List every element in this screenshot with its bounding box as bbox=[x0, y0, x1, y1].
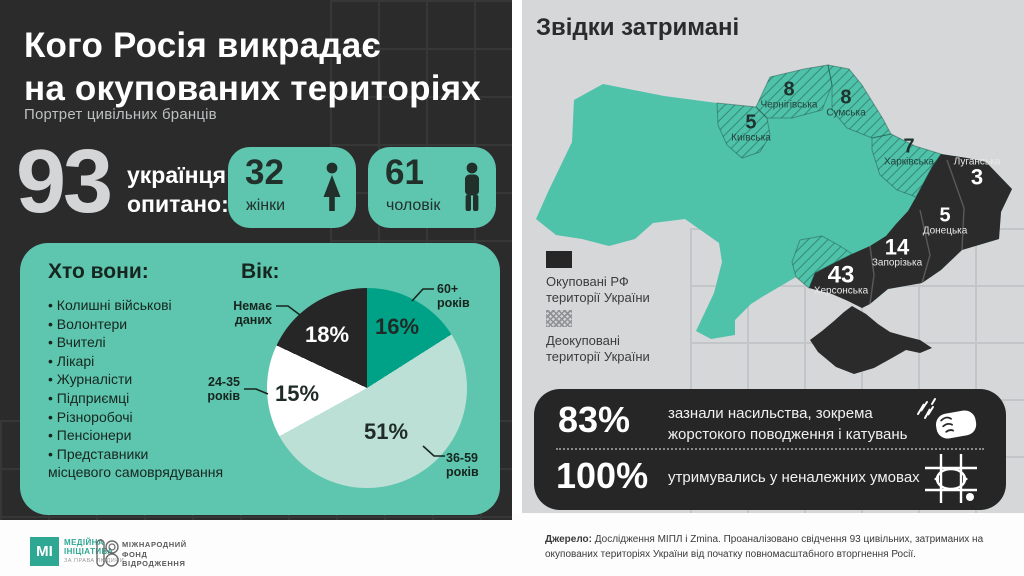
region-label-kharkivska: 7 Харківська bbox=[884, 135, 934, 168]
region-label-zaporizka: 14 Запорізька bbox=[871, 234, 923, 269]
mi-logo: МІ bbox=[30, 537, 59, 566]
page-subtitle: Портрет цивільних бранців bbox=[24, 106, 217, 123]
who-list-item: Представники bbox=[48, 445, 253, 464]
who-age-card: Хто вони: Вік: Колишні військовіВолонтер… bbox=[20, 243, 500, 515]
map-title: Звідки затримані bbox=[536, 14, 740, 41]
men-label: чоловік bbox=[386, 197, 441, 214]
region-label-sumska: 8 Сумська bbox=[826, 86, 866, 119]
respondents-total: 93 bbox=[16, 132, 113, 232]
title-line-2: на окупованих територіях bbox=[24, 69, 481, 108]
men-badge: 61 чоловік bbox=[368, 147, 496, 228]
who-list-item: Підприємці bbox=[48, 389, 253, 408]
legend-label-deoccupied: Деокуповані території України bbox=[546, 333, 650, 364]
title-line-1: Кого Росія викрадає bbox=[24, 26, 381, 65]
women-label: жінки bbox=[246, 197, 286, 214]
total-label-line-2: опитано: bbox=[127, 191, 229, 217]
men-count: 61 bbox=[385, 153, 424, 192]
women-badge: 32 жінки bbox=[228, 147, 356, 228]
mi-logo-tagline: ЗА ПРАВА ЛЮДИНИ bbox=[64, 558, 125, 564]
source-text: Дослідження МІПЛ і Zmina. Проаналізовано… bbox=[545, 534, 984, 560]
map-region-kherson-west bbox=[791, 235, 853, 289]
map-crimea-shape bbox=[810, 306, 932, 374]
footer-strip bbox=[0, 513, 1024, 576]
region-label-khersonska: 43 Херсонська bbox=[813, 261, 869, 297]
who-list: Колишні військовіВолонтериВчителіЛікаріЖ… bbox=[48, 296, 253, 482]
pie-pct-36-59: 51% bbox=[363, 419, 409, 444]
who-list-item-continuation: місцевого самоврядування bbox=[48, 464, 224, 481]
stat-conditions-pct: 100% bbox=[556, 455, 649, 496]
eye-behind-bars-icon bbox=[925, 454, 977, 503]
irf-logo-icon bbox=[96, 539, 119, 567]
stat-conditions-text: утримувались у неналежних умовах bbox=[668, 469, 920, 486]
map-occupied-region bbox=[809, 154, 1012, 308]
region-label-kyivska: 5 Київська bbox=[731, 111, 771, 144]
who-list-item: Колишні військові bbox=[48, 296, 253, 315]
legend-label-occupied: Окуповані РФ території України bbox=[546, 274, 650, 305]
stats-separator bbox=[556, 448, 984, 450]
source-note: Джерело: Дослідження МІПЛ і Zmina. Проан… bbox=[545, 532, 997, 562]
map-deoccupied-regions bbox=[716, 64, 942, 289]
who-list-item: Пенсіонери bbox=[48, 426, 253, 445]
page-title: Кого Росія викрадає на окупованих терито… bbox=[24, 24, 494, 110]
who-list-item: Різноробочі bbox=[48, 408, 253, 427]
irf-logo-name: МІЖНАРОДНИЙ ФОНД ВІДРОДЖЕННЯ bbox=[122, 540, 187, 568]
pie-callout-nodata: Немає даних bbox=[233, 299, 272, 327]
respondents-total-label: українця опитано: bbox=[127, 161, 229, 219]
who-list-item: Журналісти bbox=[48, 370, 253, 389]
legend-swatch-occupied bbox=[546, 251, 572, 268]
man-icon bbox=[465, 162, 479, 211]
pie-pct-24-35: 15% bbox=[274, 381, 320, 406]
mi-logo-name: МЕДІЙНА ІНІЦІАТИВА bbox=[64, 538, 114, 556]
source-label: Джерело: bbox=[545, 534, 592, 545]
left-panel: Кого Росія викрадає на окупованих терито… bbox=[0, 0, 512, 520]
region-label-luhanska: Луганська 3 bbox=[953, 156, 1001, 190]
pie-callout-36-59: 36-59 років bbox=[446, 451, 479, 479]
ukraine-map bbox=[536, 64, 1012, 374]
age-chart-title: Вік: bbox=[241, 260, 280, 283]
who-list-item: Лікарі bbox=[48, 352, 253, 371]
stat-violence-text: зазнали насильства, зокрема жорстокого п… bbox=[668, 405, 908, 443]
stat-violence-pct: 83% bbox=[558, 399, 631, 440]
right-panel: Звідки затримані 5 Київська bbox=[522, 0, 1024, 513]
impact-stats-card: 83% зазнали насильства, зокрема жорстоко… bbox=[534, 389, 1006, 510]
fist-icon bbox=[917, 398, 977, 439]
pie-pct-nodata: 18% bbox=[304, 322, 350, 347]
who-title: Хто вони: bbox=[48, 260, 149, 283]
who-list-item: Волонтери bbox=[48, 315, 253, 334]
region-label-chernihivska: 8 Чернігівська bbox=[760, 78, 818, 111]
women-count: 32 bbox=[245, 153, 284, 192]
legend-swatch-deoccupied bbox=[546, 310, 572, 327]
who-list-item: Вчителі bbox=[48, 333, 253, 352]
region-label-donetska: 5 Донецька bbox=[922, 204, 968, 237]
pie-callout-60plus: 60+ років bbox=[437, 282, 470, 310]
pie-pct-60plus: 16% bbox=[374, 314, 420, 339]
woman-icon bbox=[323, 162, 341, 211]
map-internal-borders-dark bbox=[869, 159, 965, 305]
pie-callout-24-35: 24-35 років bbox=[207, 375, 240, 403]
map-region-kharkivska bbox=[871, 133, 942, 198]
total-label-line-1: українця bbox=[127, 162, 227, 188]
